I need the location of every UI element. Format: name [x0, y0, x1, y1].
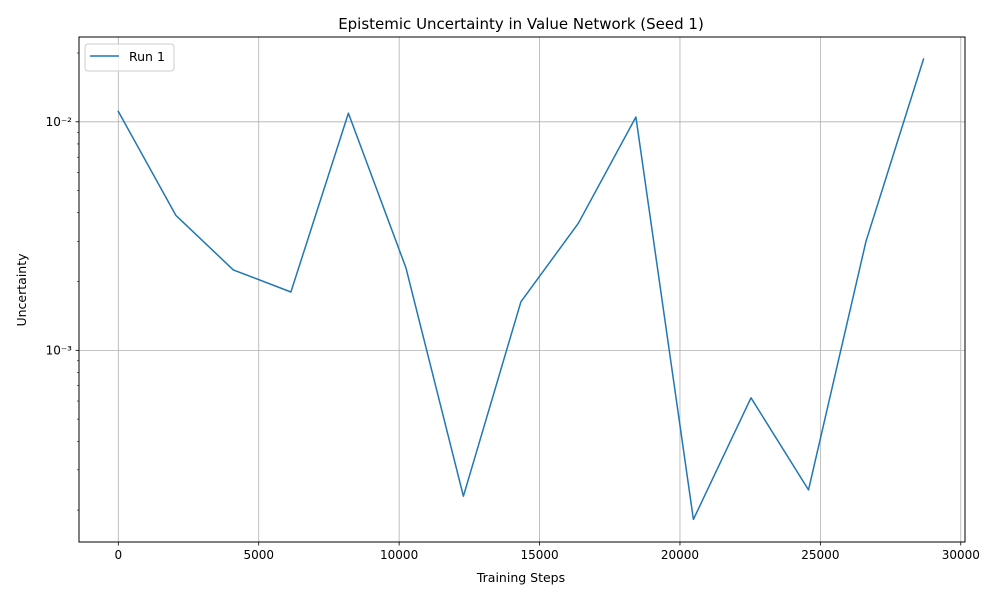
x-tick-label: 0 [114, 548, 122, 562]
x-tick-label: 5000 [243, 548, 274, 562]
legend: Run 1 [84, 43, 175, 72]
y-axis-label: Uncertainty [14, 253, 29, 327]
y-tick-label: 10⁻² [46, 115, 73, 129]
legend-label: Run 1 [129, 49, 165, 64]
series-line [117, 58, 925, 521]
x-tick-label: 30000 [942, 548, 980, 562]
chart-title: Epistemic Uncertainty in Value Network (… [338, 15, 704, 33]
x-axis-label: Training Steps [476, 570, 565, 585]
y-tick-label: 10⁻³ [46, 343, 73, 357]
grid [79, 37, 965, 542]
series-layer [117, 58, 925, 521]
x-tick-label: 10000 [380, 548, 418, 562]
x-tick-label: 25000 [801, 548, 839, 562]
plot-area [78, 36, 966, 543]
axis-ticks: 0 5000 10000 15000 20000 25000 30000 10⁻² 10⁻³ [46, 52, 980, 562]
legend-box [84, 43, 175, 72]
x-tick-label: 20000 [661, 548, 699, 562]
x-tick-label: 15000 [520, 548, 558, 562]
